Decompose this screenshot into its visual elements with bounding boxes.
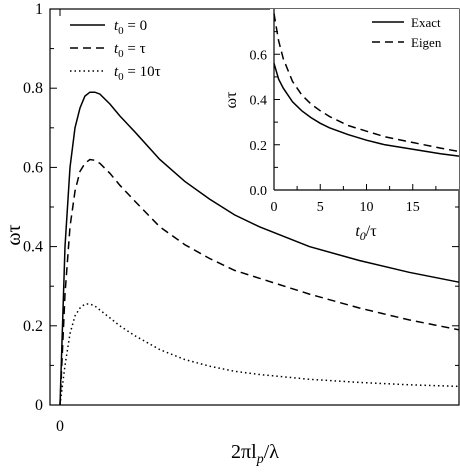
inset-x-tick-label: 0	[271, 200, 278, 215]
main-legend: t0 = 0 t0 = τ t0 = 10τ	[70, 18, 161, 83]
main-legend-label-2: t0 = 10τ	[114, 64, 161, 83]
main-y-tick-label: 0.6	[23, 159, 43, 176]
main-series-group	[59, 91, 460, 406]
inset-background	[270, 9, 459, 191]
inset-x-axis-label-pre: t	[355, 223, 360, 240]
main-y-tick-label: 0.2	[23, 318, 43, 335]
inset-series-group	[273, 13, 460, 157]
inset-x-ticks: 0 5 10 15	[271, 184, 437, 215]
main-x-axis-label-sub: p	[256, 452, 264, 467]
inset-legend-label-1: Eigen	[411, 35, 442, 50]
main-y-tick-label: 0.4	[23, 239, 43, 256]
inset-series-line-0	[273, 63, 460, 157]
inset-y-ticks: 0.0 0.2 0.4 0.6	[250, 31, 280, 199]
main-y-tick-label: 0	[35, 397, 43, 414]
inset-x-axis-label-sub: 0	[360, 229, 366, 243]
main-series-line-1	[59, 158, 460, 406]
inset-x-tick-label: 15	[406, 200, 420, 215]
main-x-ticks: 0	[56, 9, 64, 435]
main-x-axis-label-pre: 2πl	[231, 441, 257, 463]
main-legend-label-1: t0 = τ	[114, 41, 146, 60]
inset-y-axis-label: ωτ	[223, 91, 240, 109]
main-y-axis-label: ωτ	[3, 224, 25, 245]
main-y-tick-label: 0.8	[23, 80, 43, 97]
main-series-line-2	[59, 303, 460, 406]
inset-x-tick-label: 10	[360, 200, 374, 215]
main-x-tick-label: 0	[56, 418, 64, 435]
inset-y-tick-label: 0.6	[250, 48, 268, 63]
inset-legend: Exact Eigen	[372, 15, 442, 50]
inset-x-axis-label-post: /τ	[366, 223, 377, 240]
main-legend-label-0: t0 = 0	[114, 18, 147, 37]
main-y-tick-label: 1	[35, 1, 43, 18]
inset-x-tick-label: 5	[317, 200, 324, 215]
inset-series-line-1	[273, 13, 460, 153]
main-x-axis-label-post: /λ	[264, 441, 280, 463]
inset-y-tick-label: 0.0	[250, 184, 268, 199]
main-series-line-0	[59, 91, 460, 406]
inset-legend-label-0: Exact	[411, 15, 441, 30]
inset-y-tick-label: 0.2	[250, 139, 268, 154]
main-x-axis-label: 2πlp/λ	[231, 441, 279, 467]
inset-y-tick-label: 0.4	[250, 94, 268, 109]
inset-x-axis-label: t0/τ	[355, 223, 377, 243]
